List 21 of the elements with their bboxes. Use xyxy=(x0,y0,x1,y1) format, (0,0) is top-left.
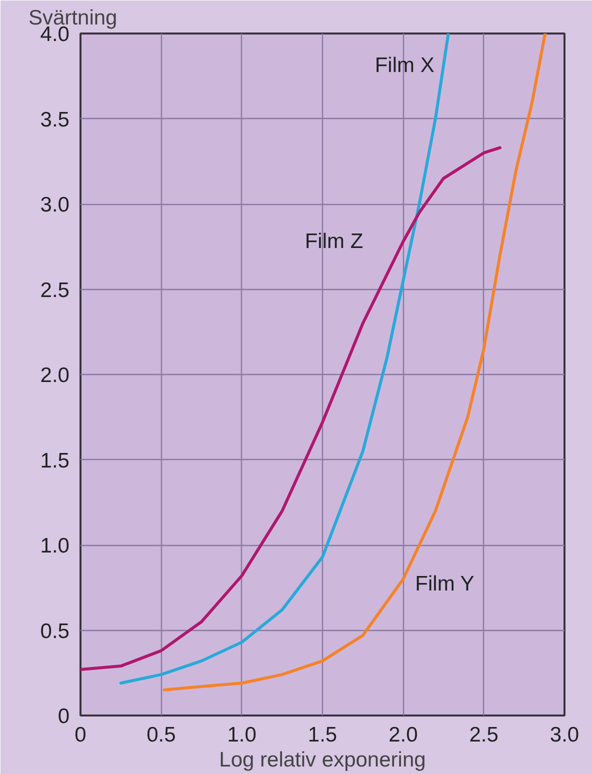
x-tick-label: 2.5 xyxy=(469,724,498,746)
line-series xyxy=(162,34,547,692)
y-tick-label: 3.0 xyxy=(40,194,70,216)
series-label: Film X xyxy=(374,54,434,77)
line-series xyxy=(80,146,502,671)
x-tick-label: 3.0 xyxy=(550,724,580,746)
series-label: Film Z xyxy=(304,230,364,254)
y-tick-label: 0.5 xyxy=(40,620,70,643)
x-axis-title: Log relativ exponering xyxy=(219,748,426,772)
x-tick-label: 1.5 xyxy=(308,724,338,746)
y-tick-label: 1.5 xyxy=(40,449,70,472)
y-tick-label: 2.0 xyxy=(40,364,70,387)
x-tick-label: 0 xyxy=(74,724,86,746)
x-tick-label: 1.0 xyxy=(227,724,256,746)
x-tick-label: 0.5 xyxy=(146,724,176,746)
y-tick-label: 3.5 xyxy=(40,108,70,132)
x-tick-label: 2.0 xyxy=(388,724,418,746)
series-label: Film Y xyxy=(415,572,474,596)
y-tick-label: 2.5 xyxy=(40,278,70,302)
y-tick-label: 1.0 xyxy=(40,534,70,558)
y-tick-label: 0 xyxy=(58,705,70,728)
